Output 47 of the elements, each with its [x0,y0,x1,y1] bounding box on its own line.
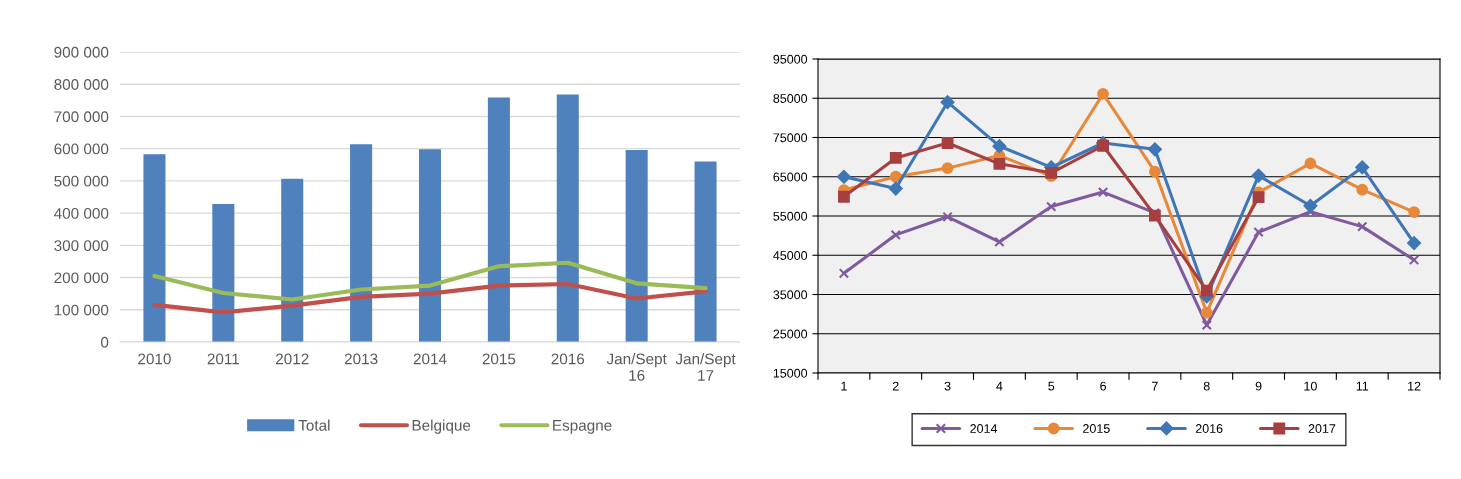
y-tick-label: 65000 [773,172,808,182]
x-tick-label: 1 [841,381,847,391]
x-tick-label: 10 [1304,381,1317,391]
x-tick-label: 11 [1356,381,1369,391]
y-tick-label: 45000 [773,251,808,260]
y-tick-label: 55000 [773,211,808,221]
legend-label: 2016 [1195,424,1223,433]
x-tick-label: 5 [1048,381,1055,391]
legend-label: Belgique [412,419,471,434]
legend-label: 2017 [1308,424,1336,433]
x-tick-label: 3 [944,381,951,391]
y-tick-label: 800 000 [54,79,109,90]
x-tick-label: 2013 [344,353,378,365]
x-tick-label: Jan/Sept 17 [675,353,736,381]
y-tick-label: 85000 [773,94,808,103]
x-tick-label: Jan/Sept 16 [606,353,667,381]
x-tick-label: 2011 [207,353,240,365]
y-tick-label: 400 000 [54,207,109,219]
x-tick-label: 2015 [482,353,516,365]
y-tick-label: 0 [100,336,109,348]
legend-label: Espagne [553,420,612,434]
y-tick-label: 700 000 [54,111,109,123]
x-tick-label: 4 [996,381,1003,391]
y-tick-label: 900 000 [54,46,109,58]
y-tick-label: 200 000 [54,272,109,284]
legend-label: Total [298,419,330,431]
x-tick-label: 12 [1408,381,1421,391]
y-tick-label: 100 000 [54,304,109,316]
x-tick-label: 2016 [551,353,585,365]
x-tick-label: 2010 [138,353,171,365]
x-tick-label: 6 [1100,381,1107,391]
x-tick-label: 2014 [413,353,447,365]
y-tick-label: 600 000 [54,143,109,155]
x-tick-label: 2012 [276,353,309,365]
y-tick-label: 15000 [773,368,808,378]
legend-label: 2015 [1083,424,1110,433]
x-tick-label: 7 [1152,381,1158,391]
y-tick-label: 500 000 [54,175,109,187]
y-tick-label: 35000 [773,290,808,300]
y-tick-label: 300 000 [54,240,109,252]
y-tick-label: 95000 [773,54,808,64]
y-tick-label: 75000 [773,133,808,143]
x-tick-label: 8 [1203,381,1210,391]
y-tick-label: 25000 [773,329,808,339]
x-tick-label: 9 [1255,381,1262,391]
x-tick-label: 2 [892,381,899,391]
legend-label: 2014 [970,424,998,433]
